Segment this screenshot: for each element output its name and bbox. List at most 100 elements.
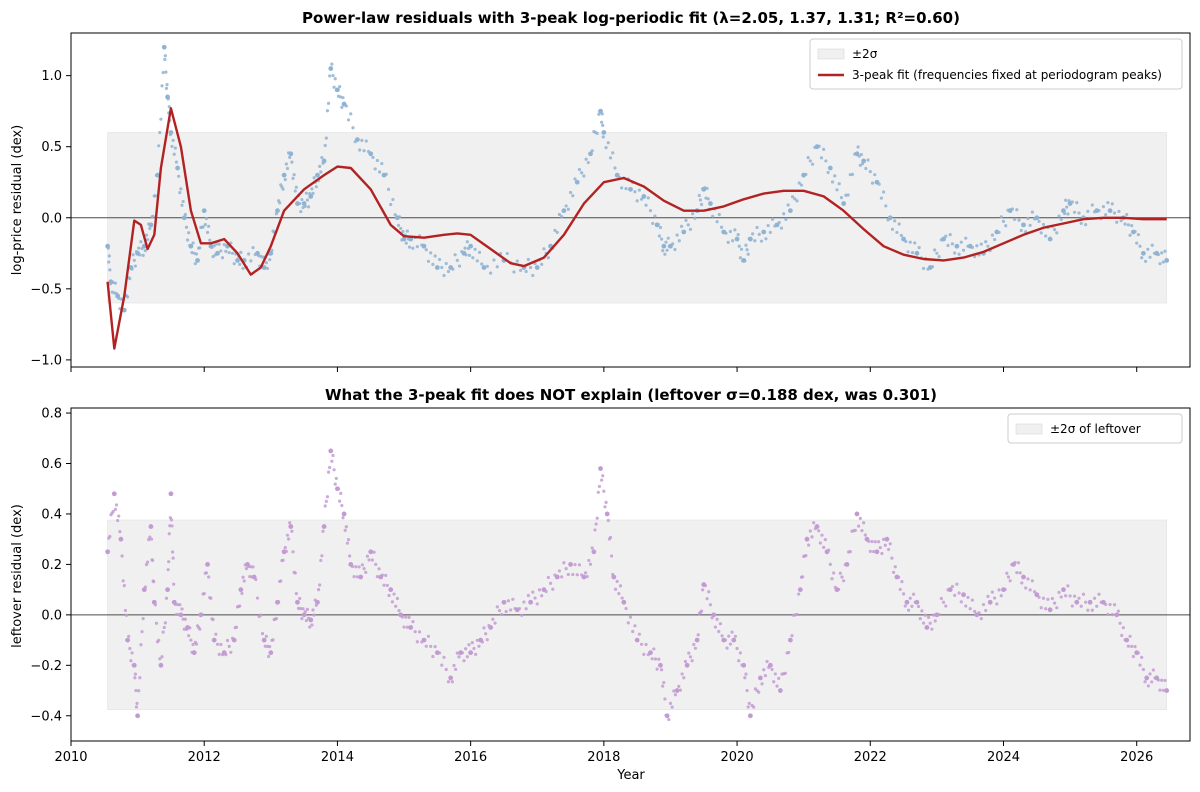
top-data-point <box>766 224 770 228</box>
bottom-data-point <box>604 500 608 504</box>
top-data-point <box>324 136 328 140</box>
bottom-data-point <box>308 625 312 629</box>
top-data-point <box>635 199 639 203</box>
bottom-data-point <box>284 549 288 553</box>
top-data-point <box>283 177 287 182</box>
bottom-data-point <box>183 617 187 621</box>
top-data-point <box>656 222 660 227</box>
bottom-ytick-label: 0.0 <box>41 608 62 623</box>
bottom-data-point <box>238 604 242 608</box>
top-data-point <box>224 249 228 253</box>
bottom-data-point <box>1028 588 1032 592</box>
bottom-data-point <box>495 605 499 609</box>
top-data-point <box>191 241 195 245</box>
bottom-data-point <box>628 615 633 619</box>
top-data-point <box>744 243 748 247</box>
bottom-data-point <box>240 591 244 596</box>
top-data-point <box>1160 251 1164 255</box>
top-data-point <box>1061 208 1066 214</box>
top-data-point <box>657 234 661 238</box>
top-data-point <box>467 253 472 257</box>
top-data-point <box>646 196 650 200</box>
bottom-data-point <box>370 558 374 562</box>
top-data-point <box>1079 221 1083 226</box>
bottom-data-point <box>1072 594 1077 598</box>
bottom-data-point <box>910 604 914 608</box>
top-data-point <box>534 265 540 270</box>
bottom-data-point <box>509 608 513 612</box>
bottom-data-point <box>455 651 459 655</box>
bottom-data-point <box>1030 579 1034 583</box>
bottom-data-point <box>560 575 564 579</box>
bottom-data-point <box>437 651 442 655</box>
top-data-point <box>948 233 952 237</box>
bottom-data-point <box>304 618 308 623</box>
top-data-point <box>290 160 294 164</box>
bottom-data-point <box>672 689 676 693</box>
bottom-data-point <box>668 701 673 705</box>
top-data-point <box>708 201 713 206</box>
top-data-point <box>914 250 920 256</box>
top-panel-ylabel: log-price residual (dex) <box>10 125 25 276</box>
top-data-point <box>265 266 270 271</box>
top-data-point <box>770 217 775 221</box>
bottom-data-point <box>667 717 671 722</box>
bottom-data-point <box>294 592 298 596</box>
bottom-xtick-label: 2016 <box>454 750 487 765</box>
top-data-point <box>1146 247 1150 251</box>
bottom-data-point <box>402 625 406 629</box>
bottom-data-point <box>475 638 479 642</box>
top-data-point <box>677 239 681 243</box>
top-data-point <box>555 230 559 235</box>
top-data-point <box>220 256 225 260</box>
top-data-point <box>606 141 610 145</box>
top-data-point <box>711 214 715 218</box>
bottom-data-point <box>462 659 466 663</box>
top-data-point <box>661 249 665 253</box>
bottom-data-point <box>484 632 488 636</box>
bottom-data-point <box>928 621 932 625</box>
bottom-data-point <box>295 599 300 605</box>
top-data-point <box>301 201 307 206</box>
bottom-data-point <box>595 516 599 520</box>
bottom-data-point <box>440 663 444 667</box>
bottom-data-point <box>692 642 696 647</box>
bottom-data-point <box>429 644 433 648</box>
top-ytick-label: 1.0 <box>41 69 62 84</box>
top-data-point <box>857 154 861 158</box>
top-data-point <box>808 159 812 163</box>
top-data-point <box>270 248 274 252</box>
top-data-point <box>457 264 462 268</box>
bottom-data-point <box>227 644 231 648</box>
top-data-point <box>897 222 901 226</box>
bottom-data-point <box>1148 672 1152 676</box>
bottom-data-point <box>591 549 597 555</box>
bottom-legend-band-swatch <box>1015 423 1043 435</box>
bottom-data-point <box>731 637 737 643</box>
bottom-data-point <box>1097 592 1101 596</box>
bottom-data-point <box>762 668 766 672</box>
top-data-point <box>590 149 594 153</box>
bottom-data-point <box>914 599 920 605</box>
bottom-data-point <box>360 563 365 567</box>
bottom-data-point <box>903 604 907 608</box>
bottom-data-point <box>715 617 719 621</box>
top-data-point <box>373 167 377 171</box>
top-data-point <box>531 273 535 278</box>
bottom-data-point <box>898 587 902 592</box>
bottom-data-point <box>624 606 628 611</box>
top-data-point <box>893 219 897 223</box>
top-data-point <box>355 137 360 142</box>
bottom-data-point <box>583 571 588 575</box>
top-data-point <box>455 258 459 263</box>
top-data-point <box>679 224 684 228</box>
top-data-point <box>429 251 433 255</box>
bottom-data-point <box>880 551 884 556</box>
top-data-point <box>997 230 1001 235</box>
bottom-data-point <box>822 545 826 549</box>
top-data-point <box>468 243 474 249</box>
top-data-point <box>573 177 577 181</box>
bottom-data-point <box>405 625 409 629</box>
bottom-data-point <box>701 588 705 592</box>
top-data-point <box>489 271 493 275</box>
